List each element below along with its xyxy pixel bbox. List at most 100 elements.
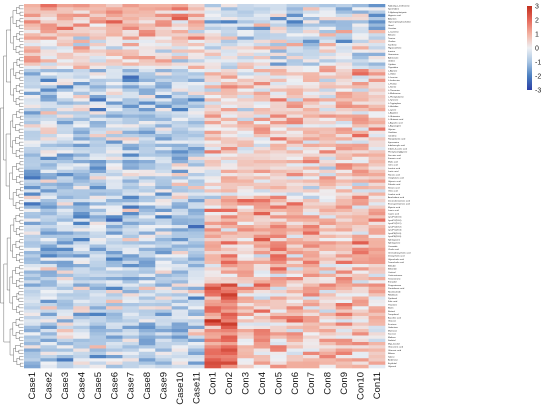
dendrogram-branch [6,29,11,83]
heatmap-cell [368,121,386,125]
heatmap-cell [89,186,107,190]
dendrogram-branch [19,252,24,257]
heatmap-cell [40,117,58,122]
heatmap-cell [56,244,74,249]
heatmap-cell [253,264,271,268]
heatmap-cell [89,306,107,310]
heatmap-cell [270,104,287,109]
heatmap-cell [106,225,123,229]
heatmap-cell [319,20,337,24]
heatmap-cell [89,98,107,102]
heatmap-cell [188,10,205,15]
heatmap-cell [302,273,320,278]
heatmap-cell [286,355,304,359]
heatmap-cell [24,88,41,93]
heatmap-cell [270,238,287,242]
heatmap-cell [237,65,255,70]
heatmap-cell [40,23,58,28]
heatmap-cell [56,182,74,187]
heatmap-cell [220,195,238,200]
heatmap-cell [89,293,107,297]
heatmap-cell [171,264,189,268]
heatmap-cell [204,283,222,288]
heatmap-cell [73,121,90,125]
heatmap-cell [106,62,123,67]
heatmap-cell [171,299,189,304]
heatmap-cell [89,176,107,180]
heatmap-cell [204,358,222,362]
heatmap-cell [335,173,353,177]
heatmap-cell [24,140,41,145]
heatmap-cell [368,130,386,135]
heatmap-cell [138,160,156,164]
heatmap-cell [368,46,386,50]
heatmap-cell [171,241,189,245]
heatmap-cell [319,163,337,167]
heatmap-cell [73,221,90,226]
heatmap-cell [368,114,386,119]
heatmap-cell [138,153,156,158]
heatmap-cell [73,82,90,86]
heatmap-cell [237,199,255,203]
heatmap-cell [352,221,369,226]
heatmap-cell [122,163,140,167]
heatmap-cell [286,134,304,138]
heatmap-cell [335,62,353,67]
heatmap-cell [352,195,369,200]
heatmap-cell [286,290,304,294]
heatmap-cell [106,163,123,167]
row-label: L-Asparagine [388,125,402,128]
heatmap-cell [138,225,156,229]
heatmap-cell [270,257,287,262]
heatmap-cell [73,75,90,80]
heatmap-cell [319,309,337,314]
heatmap-cell [138,212,156,216]
heatmap-cell [24,98,41,102]
heatmap-cell [188,316,205,320]
row-label: LysoPE(18:0) [388,236,401,238]
row-label: Erythritol [388,362,397,365]
heatmap-cell [204,10,222,15]
heatmap-cell [56,17,74,21]
heatmap-cell [368,293,386,297]
heatmap-cell [188,247,205,252]
heatmap-cell [188,260,205,265]
heatmap-cell [122,212,140,216]
heatmap-cell [220,26,238,31]
heatmap-cell [155,195,172,200]
column-label: Con8 [323,372,334,395]
heatmap-cell [89,345,107,349]
heatmap-cell [237,195,255,200]
heatmap-cell [73,364,90,369]
heatmap-cell [368,319,386,323]
heatmap-cell [302,182,320,187]
heatmap-cell [220,251,238,255]
row-label: L-Leucine [388,77,398,79]
dendrogram-branch [16,306,20,313]
heatmap-cell [24,78,41,83]
heatmap-cell [171,114,189,119]
heatmap-cell [106,143,123,148]
heatmap-cell [40,329,58,333]
heatmap-cell [155,62,172,67]
row-label: Lactic acid [388,170,399,173]
heatmap-cell [253,280,271,284]
heatmap-cell [40,153,58,158]
heatmap-cell [155,179,172,184]
heatmap-cell [122,221,140,226]
heatmap-cell [138,348,156,353]
heatmap-cell [106,147,123,151]
heatmap-cell [335,208,353,213]
heatmap-cell [40,290,58,294]
heatmap-cell [155,192,172,197]
heatmap-cell [368,153,386,158]
heatmap-cell [106,85,123,89]
heatmap-cell [138,130,156,135]
heatmap-cell [155,13,172,18]
heatmap-cell [204,33,222,37]
heatmap-cell [122,150,140,154]
heatmap-cell [56,225,74,229]
heatmap-cell [188,257,205,262]
heatmap-cell [24,20,41,24]
heatmap-cell [286,270,304,275]
